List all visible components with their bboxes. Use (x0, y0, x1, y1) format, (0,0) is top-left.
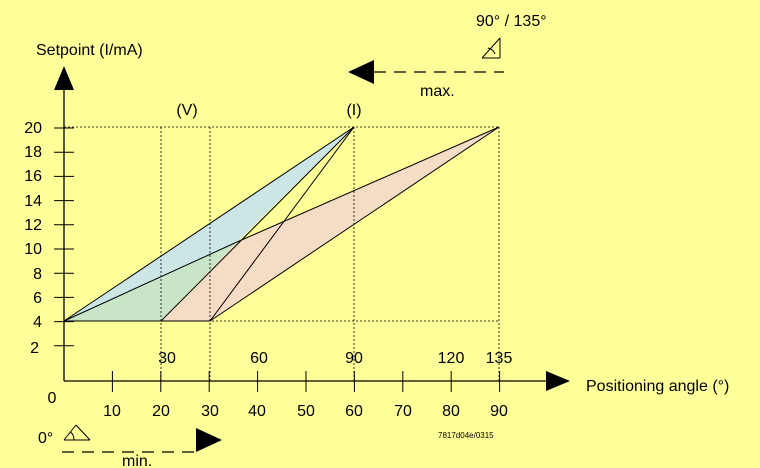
drawing-code: 7817d04e/0315 (438, 431, 494, 440)
x-tick-label: 10 (103, 403, 121, 420)
x-tick-label: 80 (442, 403, 460, 420)
x-tick-label: 90 (490, 403, 508, 420)
y-tick-label: 10 (24, 241, 42, 258)
upper-angle-label: 135 (486, 350, 513, 367)
y-tick-label: 20 (24, 120, 42, 137)
x-tick-label: 50 (297, 403, 315, 420)
min-arrow-head (196, 428, 222, 452)
y-tick-label: 4 (33, 314, 42, 331)
v-marker-label: (V) (176, 102, 197, 119)
line-0-60 (63, 126, 355, 322)
line-0-90-upper (63, 126, 500, 322)
max-label: max. (420, 83, 455, 100)
min-label: min. (122, 453, 152, 468)
y-tick-label: 12 (24, 217, 42, 234)
x-axis-arrow (546, 371, 570, 391)
x-tick-marks (111, 371, 501, 392)
max-angle-icon (481, 37, 501, 59)
x-tick-label: 40 (248, 403, 266, 420)
y-axis-title: Setpoint (I/mA) (36, 42, 143, 59)
upper-angle-label: 90 (345, 350, 363, 367)
y-tick-label: 18 (24, 144, 42, 161)
y-tick-label: 14 (24, 193, 42, 210)
y-tick-label: 16 (24, 168, 42, 185)
zero-degree-label: 0° (38, 430, 53, 447)
i-marker-label: (I) (346, 102, 361, 119)
upper-angle-label: 60 (250, 350, 268, 367)
x-tick-label: 30 (201, 403, 219, 420)
y-tick-label: 6 (33, 290, 42, 307)
x-tick-label: 60 (345, 403, 363, 420)
max-arrow-head (348, 60, 374, 84)
upper-angle-label: 30 (158, 350, 176, 367)
origin-label: 0 (48, 390, 57, 407)
y-tick-label: 8 (33, 266, 42, 283)
x-tick-label: 70 (394, 403, 412, 420)
max-angle-label: 90° / 135° (476, 13, 547, 30)
y-axis-arrow (54, 66, 74, 90)
y-tick-label: 2 (30, 340, 39, 357)
x-axis-title: Positioning angle (°) (586, 378, 729, 395)
y-tick-marks (54, 127, 74, 347)
line-30-90 (209, 126, 500, 322)
min-angle-icon (63, 424, 91, 441)
upper-angle-label: 120 (438, 350, 465, 367)
x-tick-label: 20 (152, 403, 170, 420)
